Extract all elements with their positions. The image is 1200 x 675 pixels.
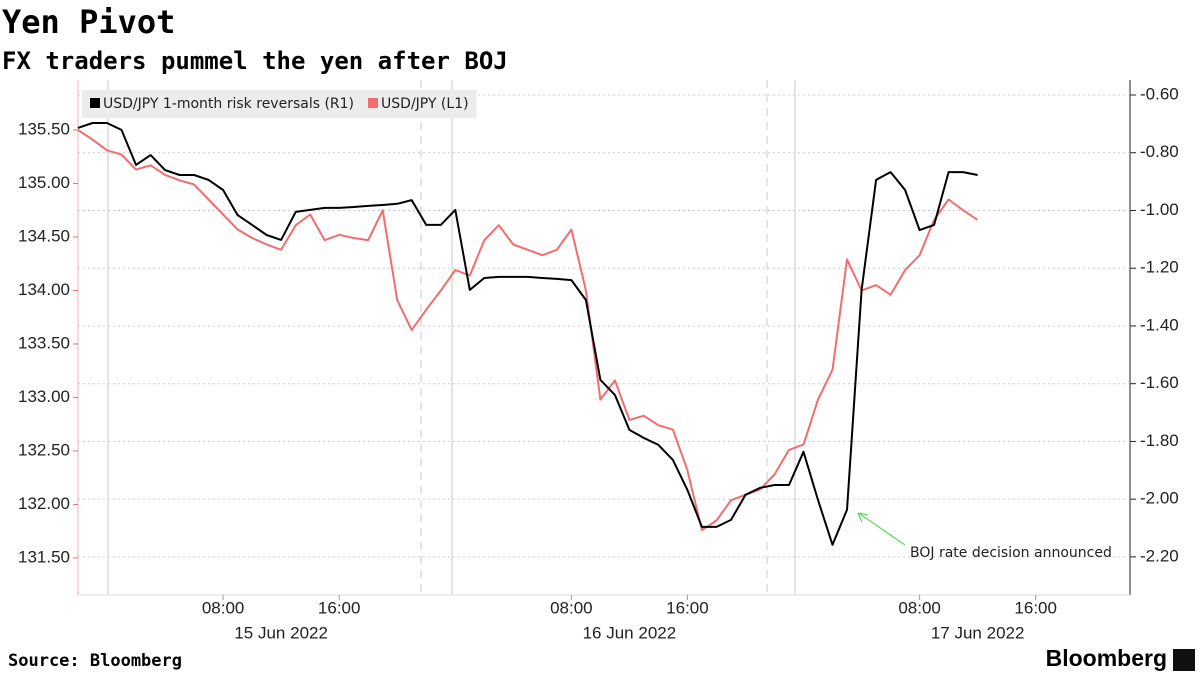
brand-icon — [1173, 649, 1195, 671]
x-tick-label: 16:00 — [318, 598, 361, 617]
line-series — [77, 129, 979, 532]
y2-tick-label: -1.60 — [1140, 373, 1179, 392]
annotation: BOJ rate decision announced — [910, 545, 1112, 561]
y-tick-label: 131.50 — [18, 547, 70, 566]
x-date-label: 17 Jun 2022 — [931, 623, 1025, 642]
x-date-label: 15 Jun 2022 — [234, 623, 328, 642]
y2-tick-label: -2.20 — [1140, 546, 1179, 565]
legend-swatch — [368, 98, 379, 108]
y2-tick-label: -1.20 — [1140, 258, 1179, 277]
y-tick-label: 135.50 — [18, 119, 70, 138]
annotation-arrowhead — [857, 512, 869, 523]
y-tick-label: 134.00 — [18, 280, 70, 299]
y2-tick-label: -0.60 — [1140, 84, 1179, 103]
chart-title: Yen Pivot — [2, 3, 175, 41]
legend-label: USD/JPY (L1) — [381, 96, 469, 112]
x-tick-label: 08:00 — [202, 598, 245, 617]
y-tick-label: 135.00 — [18, 173, 70, 192]
y-tick-label: 132.00 — [18, 494, 70, 513]
y2-tick-label: -0.80 — [1140, 142, 1179, 161]
x-date-label: 16 Jun 2022 — [583, 623, 677, 642]
brand: Bloomberg — [1046, 645, 1167, 671]
y2-tick-label: -1.80 — [1140, 431, 1179, 450]
x-tick-label: 08:00 — [550, 598, 593, 617]
x-tick-label: 16:00 — [1014, 598, 1057, 617]
legend-swatch — [90, 98, 100, 108]
y-tick-label: 133.50 — [18, 333, 70, 352]
legend-box — [82, 90, 477, 118]
source: Source: Bloomberg — [8, 651, 182, 671]
annotation-arrow — [859, 513, 906, 546]
y2-tick-label: -2.00 — [1140, 489, 1179, 508]
chart-subtitle: FX traders pummel the yen after BOJ — [2, 47, 508, 75]
x-tick-label: 08:00 — [898, 598, 941, 617]
x-tick-label: 16:00 — [666, 598, 709, 617]
y-tick-label: 134.50 — [18, 226, 70, 245]
y-tick-label: 133.00 — [18, 387, 70, 406]
line-series — [77, 122, 978, 546]
y2-tick-label: -1.40 — [1140, 315, 1179, 334]
y-tick-label: 132.50 — [18, 440, 70, 459]
legend-label: USD/JPY 1-month risk reversals (R1) — [103, 96, 354, 112]
y2-tick-label: -1.00 — [1140, 200, 1179, 219]
